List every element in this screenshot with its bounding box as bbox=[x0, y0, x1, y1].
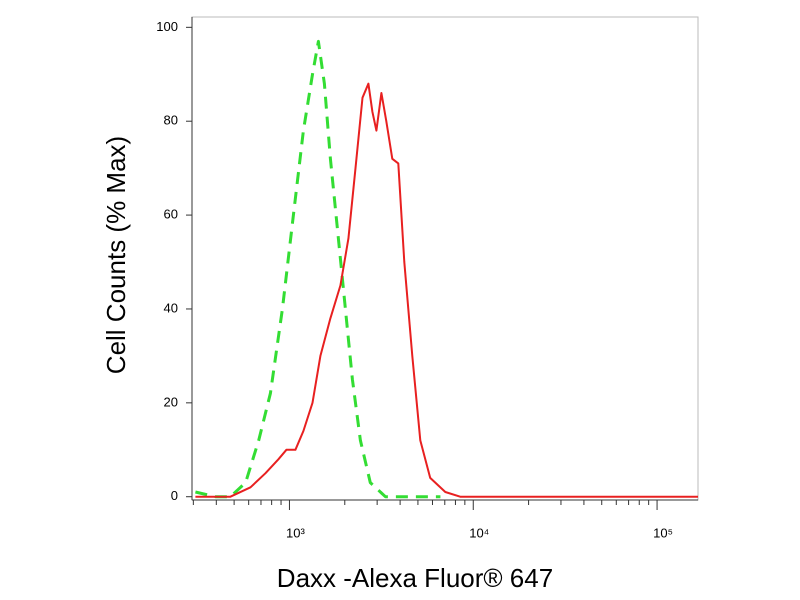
series-line bbox=[195, 82, 698, 498]
x-tick-label: 10³ bbox=[286, 525, 305, 540]
x-axis-label: Daxx -Alexa Fluor® 647 bbox=[277, 563, 553, 593]
y-tick-label: 20 bbox=[164, 394, 178, 409]
plot-frame bbox=[191, 16, 699, 501]
y-tick-label: 60 bbox=[164, 207, 178, 222]
y-tick-label: 80 bbox=[164, 113, 178, 128]
y-tick-label: 100 bbox=[156, 19, 178, 34]
series-line bbox=[195, 39, 441, 499]
y-tick-label: 40 bbox=[164, 300, 178, 315]
x-tick-label: 10⁴ bbox=[469, 525, 489, 540]
x-tick-label: 10⁵ bbox=[653, 525, 673, 540]
y-axis-label: Cell Counts (% Max) bbox=[101, 136, 131, 374]
y-tick-label: 0 bbox=[171, 488, 178, 503]
